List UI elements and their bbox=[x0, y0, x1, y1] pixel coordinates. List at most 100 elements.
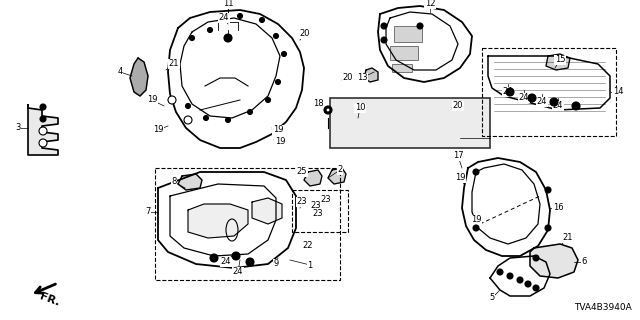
Circle shape bbox=[525, 281, 531, 287]
Bar bbox=[155, 168, 340, 280]
Text: 10: 10 bbox=[355, 103, 365, 113]
Circle shape bbox=[507, 273, 513, 279]
Polygon shape bbox=[546, 54, 570, 70]
Text: 23: 23 bbox=[313, 210, 323, 219]
Text: 13: 13 bbox=[356, 74, 367, 83]
Bar bbox=[482, 48, 616, 136]
Polygon shape bbox=[130, 58, 148, 96]
Text: 9: 9 bbox=[273, 260, 278, 268]
Text: 25: 25 bbox=[297, 167, 307, 177]
Polygon shape bbox=[28, 105, 58, 155]
Circle shape bbox=[572, 102, 580, 110]
Text: 12: 12 bbox=[425, 0, 435, 9]
Text: 24: 24 bbox=[221, 258, 231, 267]
Circle shape bbox=[237, 13, 243, 19]
Circle shape bbox=[225, 117, 230, 123]
Text: 16: 16 bbox=[553, 204, 563, 212]
Text: FR.: FR. bbox=[38, 292, 61, 308]
Circle shape bbox=[381, 37, 387, 43]
Text: 23: 23 bbox=[310, 202, 321, 211]
Text: 24: 24 bbox=[537, 98, 547, 107]
Circle shape bbox=[189, 36, 195, 41]
Text: 19: 19 bbox=[275, 138, 285, 147]
Polygon shape bbox=[252, 198, 282, 224]
Circle shape bbox=[528, 94, 536, 102]
Bar bbox=[394, 26, 422, 42]
Text: 20: 20 bbox=[343, 74, 353, 83]
Circle shape bbox=[259, 18, 264, 22]
Text: 2: 2 bbox=[337, 165, 342, 174]
Circle shape bbox=[417, 23, 423, 29]
Circle shape bbox=[246, 258, 254, 266]
Text: 24: 24 bbox=[233, 268, 243, 276]
Circle shape bbox=[168, 96, 176, 104]
Text: 5: 5 bbox=[490, 293, 495, 302]
Text: 6: 6 bbox=[581, 258, 587, 267]
Text: 19: 19 bbox=[153, 125, 163, 134]
Text: 24: 24 bbox=[553, 101, 563, 110]
Text: 1: 1 bbox=[307, 260, 312, 269]
Text: 19: 19 bbox=[147, 95, 157, 105]
Text: 8: 8 bbox=[172, 178, 177, 187]
Text: 21: 21 bbox=[563, 234, 573, 243]
Circle shape bbox=[497, 269, 503, 275]
Text: 23: 23 bbox=[321, 196, 332, 204]
Circle shape bbox=[232, 252, 240, 260]
Circle shape bbox=[473, 225, 479, 231]
Circle shape bbox=[550, 98, 558, 106]
Text: 24: 24 bbox=[503, 87, 513, 97]
Circle shape bbox=[39, 139, 47, 147]
Circle shape bbox=[207, 28, 212, 33]
Circle shape bbox=[184, 116, 192, 124]
Circle shape bbox=[324, 106, 332, 114]
Polygon shape bbox=[364, 68, 378, 82]
Text: 24: 24 bbox=[219, 13, 229, 22]
Bar bbox=[392, 64, 412, 72]
Circle shape bbox=[473, 169, 479, 175]
Circle shape bbox=[506, 88, 514, 96]
Text: 7: 7 bbox=[145, 207, 150, 217]
Circle shape bbox=[224, 34, 232, 42]
Bar bbox=[390, 46, 418, 60]
Circle shape bbox=[517, 277, 523, 283]
Text: 17: 17 bbox=[452, 151, 463, 161]
Text: 20: 20 bbox=[300, 29, 310, 38]
Circle shape bbox=[381, 23, 387, 29]
Text: 3: 3 bbox=[15, 124, 20, 132]
Circle shape bbox=[275, 79, 280, 84]
Circle shape bbox=[248, 109, 253, 115]
Text: 15: 15 bbox=[555, 55, 565, 65]
Circle shape bbox=[39, 127, 47, 135]
Polygon shape bbox=[328, 168, 346, 184]
Circle shape bbox=[282, 52, 287, 57]
Text: 19: 19 bbox=[471, 215, 481, 225]
Bar bbox=[292, 190, 348, 232]
Text: 11: 11 bbox=[223, 0, 233, 9]
Circle shape bbox=[545, 225, 551, 231]
Text: 23: 23 bbox=[297, 197, 307, 206]
Text: 18: 18 bbox=[313, 100, 323, 108]
Text: 24: 24 bbox=[519, 93, 529, 102]
Polygon shape bbox=[188, 204, 248, 238]
Circle shape bbox=[40, 116, 46, 122]
Circle shape bbox=[273, 34, 278, 38]
Circle shape bbox=[533, 285, 539, 291]
Text: 19: 19 bbox=[273, 125, 284, 134]
Circle shape bbox=[326, 108, 330, 112]
Circle shape bbox=[210, 254, 218, 262]
Polygon shape bbox=[304, 170, 322, 186]
Bar bbox=[330, 98, 490, 148]
Text: 14: 14 bbox=[612, 87, 623, 97]
Circle shape bbox=[533, 255, 539, 261]
Polygon shape bbox=[530, 244, 578, 278]
Text: 20: 20 bbox=[452, 101, 463, 110]
Text: TVA4B3940A: TVA4B3940A bbox=[574, 303, 632, 312]
Text: 19: 19 bbox=[455, 173, 465, 182]
Polygon shape bbox=[178, 174, 202, 190]
Circle shape bbox=[204, 116, 209, 121]
Text: 21: 21 bbox=[169, 60, 179, 68]
Text: 4: 4 bbox=[117, 68, 123, 76]
Circle shape bbox=[266, 98, 271, 102]
Text: 22: 22 bbox=[303, 242, 313, 251]
Circle shape bbox=[545, 187, 551, 193]
